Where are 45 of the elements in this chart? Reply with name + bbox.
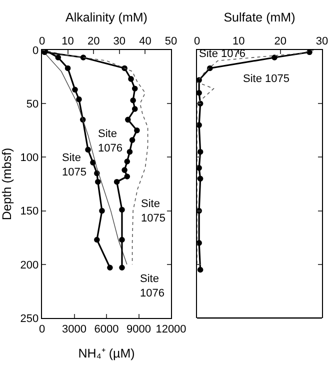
point [95,178,101,185]
x-tick-label: 9000 [126,323,151,336]
x-axis-title: NH₄⁺ (µM) [78,346,135,361]
y-tick-label: 200 [20,259,39,272]
annotation: Site 1075 [141,198,166,224]
point [197,266,204,273]
y-tick-label: 0 [32,44,39,57]
x-tick-label: 20 [274,35,286,48]
x2-axis-title: Alkalinity (mM) [66,10,148,25]
x2-tick-label: 50 [164,35,178,48]
point [197,148,204,155]
point [94,236,100,243]
annotation: Site 1076 [140,273,164,300]
y-tick-label: 150 [20,206,39,218]
point [99,208,105,214]
point [72,86,78,93]
x-tick-label: 30 [316,35,328,48]
point [107,264,113,271]
y-tick-label: 100 [20,152,39,164]
x2-tick-label: 40 [139,35,152,48]
point [272,54,278,60]
y-axis-title: Depth (mbsf) [0,148,14,220]
x-tick-label: 6000 [94,323,119,336]
point [90,160,96,166]
y-tick-label: 250 [20,312,39,325]
point [197,165,202,171]
point [197,90,202,96]
annotation: Site 1075 [62,152,86,178]
point [197,122,202,128]
point [207,65,213,72]
annotation: Site 1075 [243,73,290,85]
y-tick-label: 50 [26,98,39,110]
point [197,240,202,246]
point [306,50,312,56]
point [64,65,71,72]
point [197,176,204,182]
x-axis-title: Sulfate (mM) [224,10,296,25]
x-tick-label: 0 [194,35,200,48]
point [85,146,91,153]
x-tick-label: 12000 [156,323,186,336]
x-tick-label: 3000 [62,323,86,336]
x-tick-label: 10 [232,35,245,48]
annotation: Site 1076 [98,128,122,154]
point [76,96,82,102]
point [55,54,62,60]
